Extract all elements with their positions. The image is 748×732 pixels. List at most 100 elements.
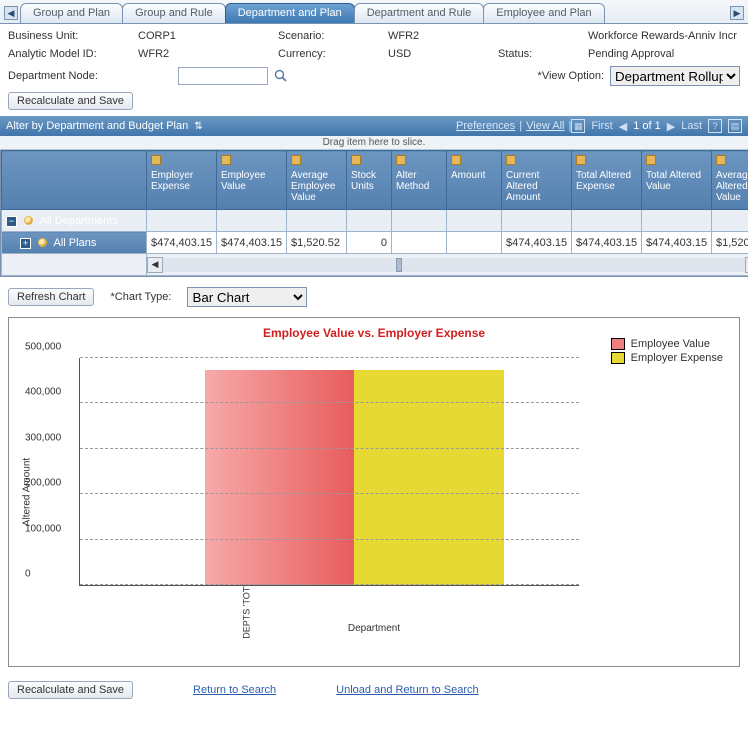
chart-legend: Employee Value Employer Expense xyxy=(611,338,723,366)
x-category-label: DEPTS 'TOT' xyxy=(242,585,467,643)
business-unit-label: Business Unit: xyxy=(8,30,138,42)
model-id-label: Analytic Model ID: xyxy=(8,48,138,60)
scenario-label: Scenario: xyxy=(278,30,388,42)
scroll-left-icon[interactable]: ◀ xyxy=(147,257,163,273)
chart-type-select[interactable]: Bar Chart xyxy=(187,287,307,307)
y-axis-title: Altered Amount xyxy=(22,458,33,526)
chart-plot: DEPTS 'TOT' 0100,000200,000300,000400,00… xyxy=(79,358,579,586)
cube-icon xyxy=(576,155,586,165)
col-amount[interactable]: Amount xyxy=(447,151,502,210)
tab-employee-and-plan[interactable]: Employee and Plan xyxy=(483,3,604,23)
status-value: Pending Approval xyxy=(588,48,740,60)
cell: $474,403.15 xyxy=(147,232,217,254)
cell: $474,403.15 xyxy=(642,232,712,254)
y-tick-label: 200,000 xyxy=(25,478,61,489)
tab-scroll-left-icon[interactable]: ◀ xyxy=(4,6,18,20)
grid-title: Alter by Department and Budget Plan xyxy=(6,120,188,132)
header-fields: Business Unit: CORP1 Scenario: WFR2 Work… xyxy=(0,24,748,64)
cell-amount[interactable] xyxy=(447,232,502,254)
drag-hint: Drag item here to slice. xyxy=(0,136,748,150)
tab-group-and-plan[interactable]: Group and Plan xyxy=(20,3,123,23)
legend-swatch-employer-expense xyxy=(611,352,625,364)
row-header-all-plans[interactable]: + All Plans xyxy=(2,232,147,254)
scenario-value: WFR2 xyxy=(388,30,498,42)
tab-group-and-rule[interactable]: Group and Rule xyxy=(122,3,226,23)
tab-bar: ◀ Group and Plan Group and Rule Departme… xyxy=(0,0,748,24)
x-axis-title: Department xyxy=(348,623,400,634)
footer: Recalculate and Save Return to Search Un… xyxy=(0,675,748,709)
row-label: All Departments xyxy=(40,215,118,227)
department-node-input[interactable] xyxy=(178,67,268,85)
view-all-link[interactable]: View All xyxy=(526,120,564,132)
col-total-altered-expense[interactable]: Total Altered Expense xyxy=(572,151,642,210)
grid-toolbar-icon[interactable]: ▦ xyxy=(571,119,585,133)
row-all-departments[interactable]: − All Departments xyxy=(2,210,748,232)
y-tick-label: 100,000 xyxy=(25,523,61,534)
col-stock-units[interactable]: Stock Units xyxy=(347,151,392,210)
grid-settings-icon[interactable]: ▤ xyxy=(728,119,742,133)
model-id-value: WFR2 xyxy=(138,48,278,60)
business-unit-value: CORP1 xyxy=(138,30,278,42)
cube-icon xyxy=(221,155,231,165)
tab-department-and-plan[interactable]: Department and Plan xyxy=(225,3,355,23)
col-current-altered-amount[interactable]: Current Altered Amount xyxy=(502,151,572,210)
gridline xyxy=(80,584,579,585)
cell-alter-method[interactable] xyxy=(392,232,447,254)
view-option-select[interactable]: Department Rollup xyxy=(610,66,740,86)
col-avg-altered-value[interactable]: Average Altered Value xyxy=(712,151,748,210)
scroll-track[interactable] xyxy=(163,258,745,272)
cube-icon xyxy=(716,155,726,165)
radio-icon[interactable] xyxy=(38,238,47,247)
grid-title-bar: Alter by Department and Budget Plan ⇅ Pr… xyxy=(0,116,748,136)
return-to-search-link[interactable]: Return to Search xyxy=(193,684,276,696)
tab-scroll-right-icon[interactable]: ▶ xyxy=(730,6,744,20)
help-icon[interactable]: ? xyxy=(708,119,722,133)
gridline xyxy=(80,448,579,449)
scroll-thumb[interactable] xyxy=(396,258,402,272)
tab-department-and-rule[interactable]: Department and Rule xyxy=(354,3,485,23)
cell: $1,520.52 xyxy=(287,232,347,254)
preferences-link[interactable]: Preferences xyxy=(456,120,515,132)
legend-swatch-employee-value xyxy=(611,338,625,350)
pager-first[interactable]: First xyxy=(591,120,612,132)
department-node-label: Department Node: xyxy=(8,70,130,82)
row-header-all-departments[interactable]: − All Departments xyxy=(2,210,147,232)
cell: $1,520. xyxy=(712,232,748,254)
gridline xyxy=(80,402,579,403)
pager-next-icon[interactable]: ▶ xyxy=(667,120,675,133)
row-label: All Plans xyxy=(54,237,97,249)
row-all-plans[interactable]: + All Plans $474,403.15 $474,403.15 $1,5… xyxy=(2,232,748,254)
cube-icon xyxy=(506,155,516,165)
gridline xyxy=(80,357,579,358)
recalculate-and-save-button[interactable]: Recalculate and Save xyxy=(8,92,133,110)
pager-last[interactable]: Last xyxy=(681,120,702,132)
chart-container: Employee Value vs. Employer Expense Empl… xyxy=(8,317,740,667)
gridline xyxy=(80,539,579,540)
col-employee-value[interactable]: Employee Value xyxy=(217,151,287,210)
scenario-description: Workforce Rewards-Anniv Incr xyxy=(588,30,740,42)
col-total-altered-value[interactable]: Total Altered Value xyxy=(642,151,712,210)
y-tick-label: 400,000 xyxy=(25,387,61,398)
pager-prev-icon[interactable]: ◀ xyxy=(619,120,627,133)
chart-controls: Refresh Chart *Chart Type: Bar Chart xyxy=(0,277,748,313)
radio-icon[interactable] xyxy=(24,216,33,225)
col-avg-employee-value[interactable]: Average Employee Value xyxy=(287,151,347,210)
lookup-icon[interactable] xyxy=(274,69,288,83)
currency-label: Currency: xyxy=(278,48,388,60)
unload-and-return-link[interactable]: Unload and Return to Search xyxy=(336,684,478,696)
gridline xyxy=(80,493,579,494)
col-alter-method[interactable]: Alter Method xyxy=(392,151,447,210)
cell: $474,403.15 xyxy=(572,232,642,254)
cube-icon xyxy=(646,155,656,165)
col-employer-expense[interactable]: Employer Expense xyxy=(147,151,217,210)
y-tick-label: 500,000 xyxy=(25,342,61,353)
cell: 0 xyxy=(347,232,392,254)
refresh-chart-button[interactable]: Refresh Chart xyxy=(8,288,94,306)
recalculate-and-save-button-footer[interactable]: Recalculate and Save xyxy=(8,681,133,699)
expand-icon[interactable]: + xyxy=(20,238,31,249)
legend-label: Employee Value xyxy=(631,338,710,350)
horizontal-scrollbar[interactable]: ◀ ▶ xyxy=(147,257,748,273)
sort-icon[interactable]: ⇅ xyxy=(194,121,202,132)
collapse-icon[interactable]: − xyxy=(6,216,17,227)
view-option-label: *View Option: xyxy=(538,70,604,82)
